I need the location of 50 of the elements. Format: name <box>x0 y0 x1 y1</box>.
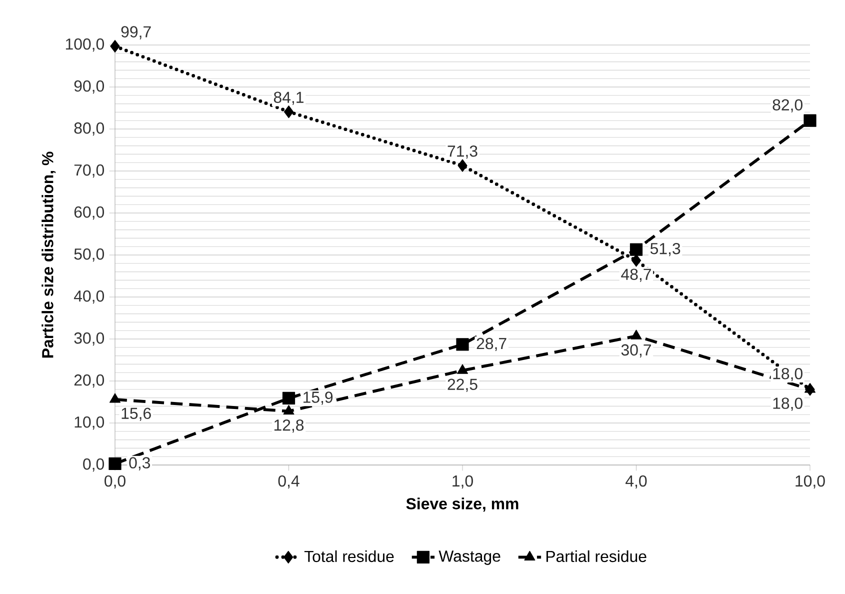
point <box>283 404 294 415</box>
legend-label: Wastage <box>438 550 500 565</box>
y-tick-label: 100,0 <box>66 38 104 52</box>
data-label: 28,7 <box>476 338 506 352</box>
point <box>109 393 121 403</box>
point <box>108 457 122 470</box>
y-tick-label: 40,0 <box>74 290 104 304</box>
data-label: 82,0 <box>772 99 802 112</box>
x-tick-label: 1,0 <box>452 475 473 489</box>
x-axis-title: Sieve size, mm <box>406 498 518 512</box>
y-tick-label: 60,0 <box>74 206 104 220</box>
point <box>456 338 469 351</box>
data-label: 0,3 <box>129 457 150 470</box>
point <box>284 105 294 118</box>
data-label: 99,7 <box>121 26 151 40</box>
legend-label: Partial residue <box>546 550 646 562</box>
point <box>804 383 816 393</box>
data-label: 12,8 <box>274 419 304 433</box>
y-tick-label: 50,0 <box>74 248 104 262</box>
data-label: 71,3 <box>448 145 478 159</box>
point <box>110 40 120 53</box>
y-tick-label: 10,0 <box>74 416 104 430</box>
data-label: 18,0 <box>773 368 802 382</box>
x-tick-label: 10,0 <box>796 475 825 489</box>
x-tick-label: 0,0 <box>104 475 126 489</box>
point <box>282 392 296 405</box>
data-label: 22,5 <box>448 378 478 392</box>
y-tick-label: 90,0 <box>74 80 104 94</box>
point <box>458 159 468 172</box>
data-label: 15,9 <box>304 392 333 405</box>
y-tick-label: 30,0 <box>74 332 104 346</box>
legend-label: Total residue <box>304 550 394 562</box>
point <box>631 254 642 267</box>
data-label: 18,0 <box>773 398 802 411</box>
point <box>456 364 468 374</box>
x-tick-label: 4,0 <box>626 475 647 489</box>
data-label: 84,1 <box>274 92 304 105</box>
y-axis-title: Particle size distribution, % <box>42 152 56 358</box>
data-label: 48,7 <box>621 268 651 282</box>
data-label: 15,6 <box>122 408 151 421</box>
point <box>630 243 643 256</box>
x-tick-label: 0,4 <box>278 475 300 489</box>
point <box>804 114 816 127</box>
y-tick-label: 20,0 <box>74 374 104 388</box>
y-tick-label: 0,0 <box>83 458 104 472</box>
data-label: 51,3 <box>650 242 680 256</box>
data-label: 30,7 <box>621 344 651 358</box>
y-tick-label: 80,0 <box>74 122 104 136</box>
y-tick-label: 70,0 <box>74 164 104 178</box>
point <box>630 330 642 340</box>
